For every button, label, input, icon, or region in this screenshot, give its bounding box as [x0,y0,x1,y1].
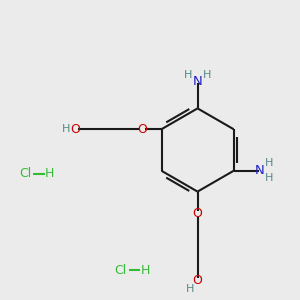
Text: H: H [265,173,273,183]
Text: N: N [255,164,265,177]
Text: N: N [193,75,202,88]
Text: O: O [193,274,202,287]
Text: Cl: Cl [114,264,126,277]
Text: H: H [186,284,194,294]
Text: H: H [203,70,212,80]
Text: O: O [193,207,202,220]
Text: H: H [265,158,273,168]
Text: H: H [140,264,150,277]
Text: H: H [45,167,55,180]
Text: H: H [62,124,70,134]
Text: Cl: Cl [19,167,31,180]
Text: O: O [70,123,80,136]
Text: O: O [137,123,147,136]
Text: H: H [184,70,192,80]
